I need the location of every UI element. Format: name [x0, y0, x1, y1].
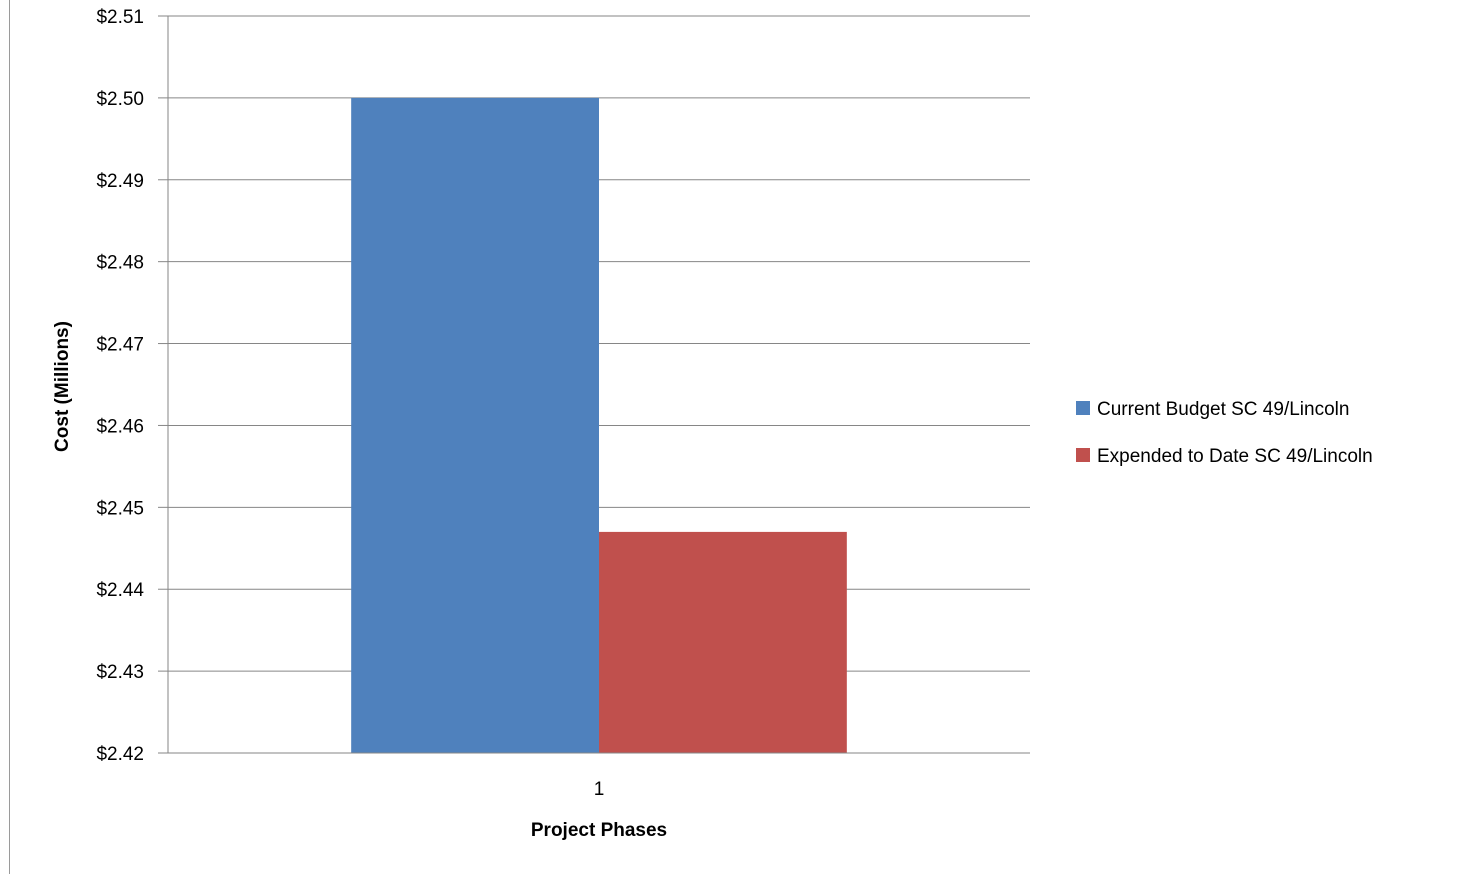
gridlines — [168, 15, 1030, 672]
legend-swatch — [1076, 448, 1090, 462]
chart-frame-edge — [9, 0, 10, 874]
y-tick-label: $2.44 — [96, 580, 144, 601]
y-axis-ticks: $2.42 $2.43 $2.44 $2.45 $2.46 $2.47 $2.48 $2.49… — [96, 7, 168, 765]
x-axis-ticks: 1 — [594, 779, 605, 800]
legend-label: Expended to Date SC 49/Lincoln — [1097, 446, 1373, 467]
y-tick-label: $2.47 — [96, 335, 144, 356]
legend: Current Budget SC 49/Lincoln Expended to … — [1076, 399, 1373, 467]
bar-expended-to-date — [599, 531, 847, 753]
bars — [351, 97, 847, 753]
x-tick-label: 1 — [594, 779, 605, 800]
y-tick-label: $2.45 — [96, 498, 144, 519]
legend-swatch — [1076, 401, 1090, 415]
y-tick-label: $2.46 — [96, 416, 144, 437]
y-tick-label: $2.42 — [96, 744, 144, 765]
x-axis-title: Project Phases — [531, 820, 667, 841]
bar-current-budget — [351, 97, 599, 753]
y-tick-label: $2.48 — [96, 253, 144, 274]
y-tick-label: $2.43 — [96, 662, 144, 683]
legend-label: Current Budget SC 49/Lincoln — [1097, 399, 1349, 420]
y-tick-label: $2.51 — [96, 7, 144, 28]
y-tick-label: $2.49 — [96, 171, 144, 192]
y-axis-title: Cost (Millions) — [52, 321, 73, 452]
y-tick-label: $2.50 — [96, 89, 144, 110]
